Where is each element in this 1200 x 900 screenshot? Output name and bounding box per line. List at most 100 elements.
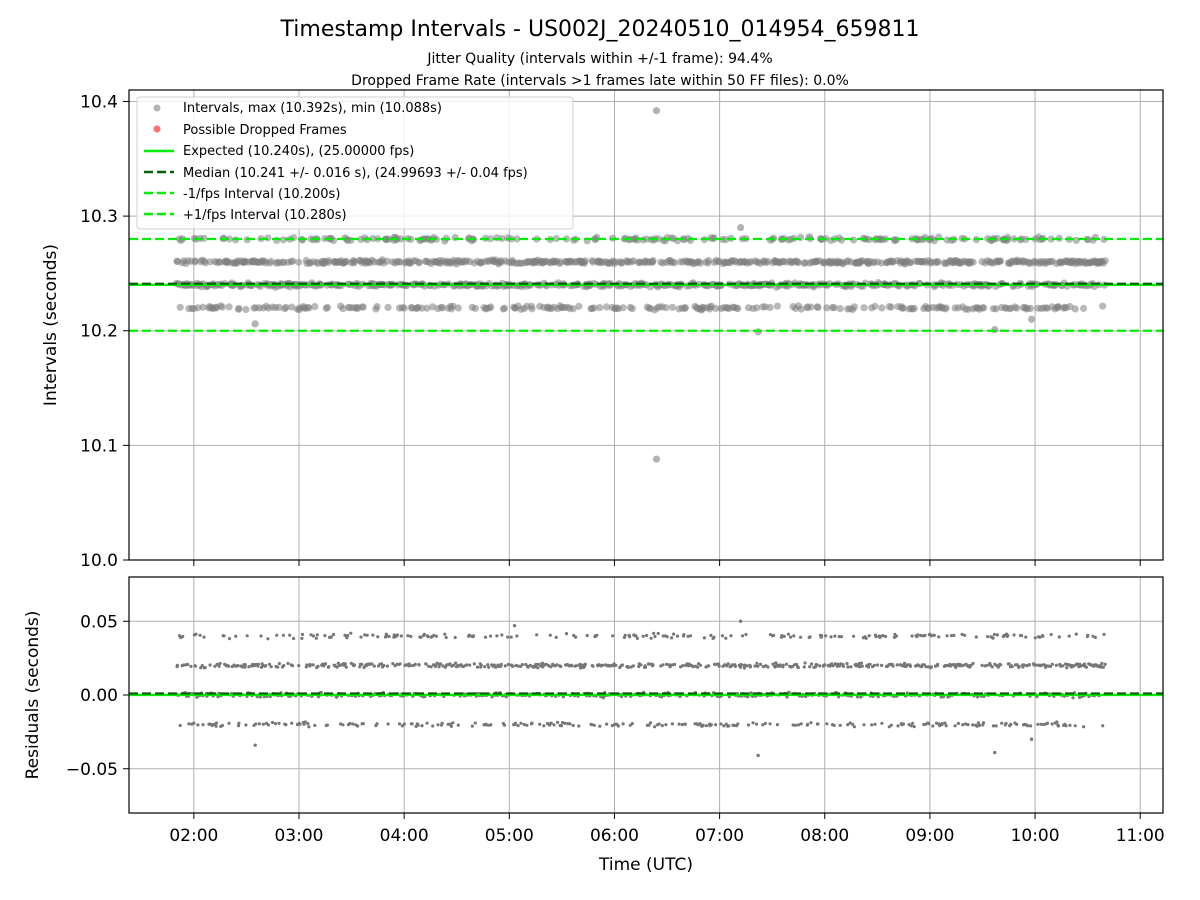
residual-point (391, 662, 395, 666)
intervals-plot-frame (128, 89, 1164, 561)
interval-point (686, 236, 695, 244)
residual-point (363, 633, 367, 637)
residual-point (837, 635, 841, 639)
residual-point (244, 723, 248, 727)
residual-point (665, 635, 669, 639)
residual-point (386, 722, 390, 726)
residual-point (307, 725, 311, 729)
x-tick-label: 11:00 (1116, 826, 1165, 846)
residual-point (1101, 665, 1105, 669)
residual-point (738, 665, 743, 669)
interval-point (705, 256, 713, 265)
interval-outlier-point (1027, 315, 1036, 323)
interval-point (305, 304, 313, 312)
residual-point (277, 662, 281, 666)
residual-point (820, 634, 824, 638)
residual-point (883, 634, 888, 639)
residual-point (270, 720, 275, 725)
residual-point (424, 662, 428, 666)
residual-point (745, 664, 749, 668)
intervals-y-tick-label: 10.0 (80, 551, 118, 571)
residual-point (1093, 635, 1097, 640)
residual-point (516, 724, 520, 728)
residual-point (787, 690, 791, 694)
residual-point (808, 635, 812, 639)
residual-point (535, 633, 539, 637)
residual-point (479, 663, 483, 667)
residual-point (831, 664, 835, 668)
residual-point (213, 664, 217, 668)
residual-point (1067, 634, 1071, 638)
residual-point (704, 724, 709, 728)
residual-point (282, 663, 286, 668)
residual-point (730, 663, 734, 667)
residual-point (660, 695, 664, 699)
residual-point (901, 722, 906, 726)
residual-point (809, 721, 813, 725)
x-tick-label: 05:00 (485, 826, 534, 846)
residual-point (344, 665, 348, 669)
residual-point (806, 722, 810, 726)
residual-point (846, 665, 850, 669)
residual-point (402, 722, 406, 726)
residual-point (471, 634, 476, 638)
residual-point (595, 633, 599, 638)
residual-point (522, 722, 526, 727)
residual-point (905, 663, 910, 667)
interval-point (235, 304, 243, 313)
interval-point (603, 303, 611, 311)
intervals-plot: 10.0 10.1 10.2 10.3 10.4 Intervals (seconds)… (41, 89, 1164, 571)
residual-point (1007, 662, 1011, 666)
interval-point (311, 303, 319, 311)
residual-point (712, 635, 716, 639)
residual-point (549, 721, 553, 725)
residual-point (909, 724, 913, 728)
interval-point (552, 235, 560, 243)
residual-point (733, 664, 738, 669)
residual-point (470, 724, 474, 728)
residual-point (245, 634, 249, 638)
residual-point (408, 664, 412, 668)
residual-point (449, 724, 453, 729)
residual-point (536, 662, 540, 667)
residual-point (867, 634, 871, 638)
residual-point (714, 723, 718, 727)
residual-point (823, 663, 827, 667)
residual-point (930, 634, 934, 638)
residual-point (683, 722, 688, 726)
interval-point (836, 305, 844, 313)
legend-label-intervals: Intervals, max (10.392s), min (10.088s) (183, 101, 442, 116)
residuals-reference-lines (129, 692, 1163, 697)
interval-outlier-point (251, 320, 259, 328)
residual-point (236, 664, 240, 668)
interval-point (1072, 236, 1080, 244)
interval-point (282, 303, 290, 311)
residual-point (781, 663, 785, 667)
intervals-y-tick-label: 10.3 (80, 207, 118, 227)
residual-point (641, 634, 645, 638)
interval-point (273, 236, 281, 244)
residual-point (1068, 723, 1072, 728)
residual-point (435, 661, 439, 665)
legend-marker-dropped (153, 125, 161, 133)
residual-point (175, 663, 179, 668)
x-tick-label: 09:00 (905, 826, 954, 846)
residual-point (178, 723, 182, 728)
interval-point (1047, 235, 1055, 243)
residual-point (630, 722, 634, 726)
residual-point (976, 721, 981, 725)
residual-point (990, 665, 994, 669)
interval-point (1027, 304, 1035, 312)
interval-point (1099, 302, 1107, 310)
residual-point (243, 665, 247, 669)
residual-point (214, 721, 219, 725)
residual-point (610, 724, 614, 728)
residual-point (810, 662, 814, 666)
interval-point (454, 304, 462, 312)
residual-point (934, 721, 939, 725)
residual-point (859, 695, 863, 699)
residual-point (852, 634, 856, 638)
residual-point (266, 723, 270, 727)
legend-label-dropped: Possible Dropped Frames (183, 123, 347, 138)
interval-point (671, 259, 679, 267)
